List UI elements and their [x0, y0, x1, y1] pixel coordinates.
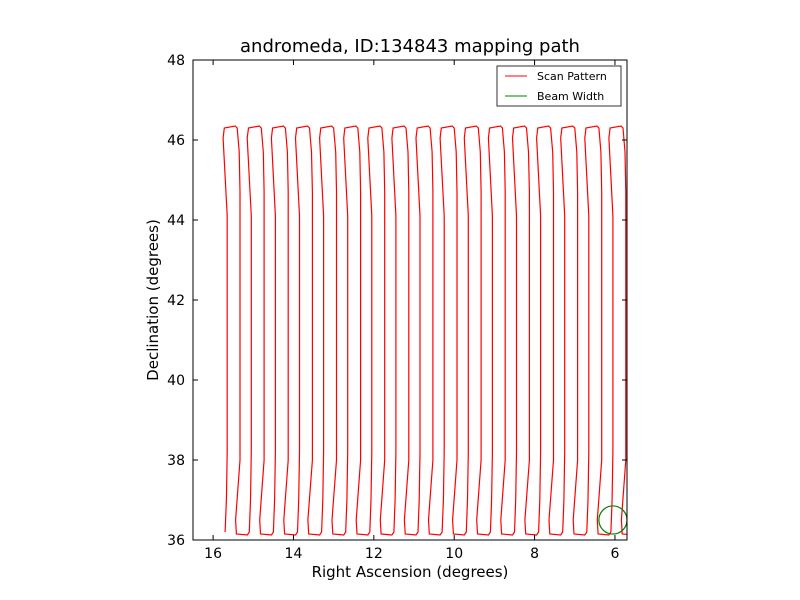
legend: Scan Pattern Beam Width	[496, 65, 622, 107]
y-tick-label: 38	[167, 453, 185, 469]
y-tick-label: 48	[167, 53, 185, 69]
x-tick-label: 16	[204, 546, 222, 562]
x-tick-label: 8	[530, 546, 539, 562]
legend-beam-width-label: Beam Width	[537, 90, 604, 103]
x-tick-label: 6	[610, 546, 619, 562]
x-tick-label: 14	[285, 546, 303, 562]
beam-width-circle	[598, 505, 627, 535]
legend-scan-pattern-label: Scan Pattern	[537, 70, 607, 83]
y-tick-label: 44	[167, 213, 185, 229]
y-axis-label: Declination (degrees)	[144, 219, 162, 381]
x-axis-label: Right Ascension (degrees)	[312, 563, 509, 581]
y-tick-label: 36	[167, 533, 185, 549]
y-tick-label: 46	[167, 133, 185, 149]
y-tick-label: 42	[167, 293, 185, 309]
x-tick-label: 12	[365, 546, 383, 562]
chart-title: andromeda, ID:134843 mapping path	[240, 36, 580, 57]
y-axis: 36 38 40 42 44 46 48	[167, 53, 627, 549]
x-tick-label: 10	[445, 546, 463, 562]
plot-area	[222, 125, 627, 536]
legend-box	[496, 65, 622, 107]
y-tick-label: 40	[167, 373, 185, 389]
x-axis: 16 14 12 10 8 6	[204, 60, 619, 562]
scan-pattern-line	[222, 125, 627, 536]
